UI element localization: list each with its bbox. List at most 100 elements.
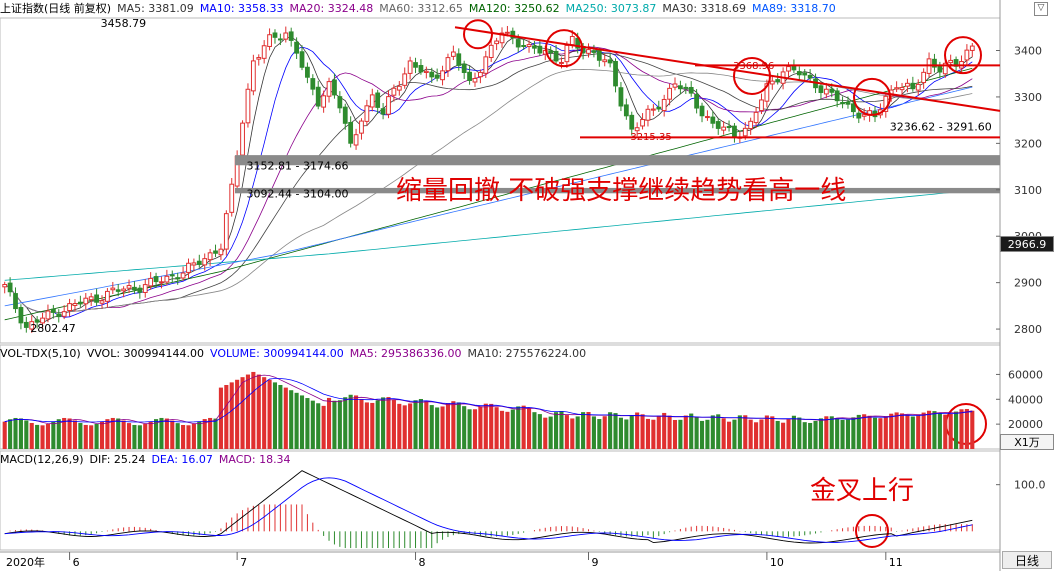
candle-body xyxy=(802,72,808,76)
ma120-line xyxy=(4,67,973,321)
volume-bar xyxy=(132,424,137,449)
candle-body xyxy=(434,74,440,79)
main-indicator-4: MA60: 3312.65 xyxy=(379,2,463,15)
volume-bar xyxy=(672,419,678,449)
volume-bar xyxy=(418,398,423,449)
volume-bar xyxy=(256,374,261,449)
volume-bar xyxy=(8,419,13,449)
volume-bar xyxy=(856,414,861,449)
candle-body xyxy=(483,56,489,74)
candle-body xyxy=(369,94,375,108)
candle-body xyxy=(305,66,310,78)
volume-bar xyxy=(375,400,380,449)
volume-bar xyxy=(110,417,115,449)
candle-body xyxy=(407,60,413,74)
candle-body xyxy=(461,63,467,74)
volume-bar xyxy=(608,412,613,449)
volume-bar xyxy=(878,418,883,449)
candle-body xyxy=(159,281,164,284)
volume-bar xyxy=(791,415,796,449)
x-tick-label-1: 6 xyxy=(73,556,80,569)
price-tick-label: 3300 xyxy=(1014,91,1042,104)
candle-body xyxy=(315,86,321,107)
candle-body xyxy=(472,77,478,83)
price-annotation-0: 3458.79 xyxy=(101,17,147,30)
candle-body xyxy=(921,71,927,84)
price-annotation-3: 3215.35 xyxy=(630,132,671,143)
main-indicator-7: MA30: 3318.69 xyxy=(662,2,747,15)
candle-body xyxy=(191,262,197,266)
volume-bar xyxy=(294,392,299,449)
volume-bar xyxy=(797,417,802,449)
volume-bar xyxy=(510,409,515,449)
volume-ma10-line xyxy=(4,378,973,423)
candle-body xyxy=(56,313,62,318)
volume-bar xyxy=(575,416,580,449)
volume-bar xyxy=(316,403,321,449)
volume-bar xyxy=(954,411,959,449)
candle-body xyxy=(629,114,635,130)
volume-bar xyxy=(337,400,342,449)
volume-bar xyxy=(808,422,813,449)
candle-body xyxy=(175,277,181,280)
volume-bar xyxy=(889,413,894,449)
candle-body xyxy=(548,50,554,54)
volume-bar xyxy=(932,411,937,449)
main-indicator-1: MA5: 3381.09 xyxy=(117,2,194,15)
volume-bar xyxy=(689,413,694,449)
volume-bar xyxy=(640,414,645,449)
volume-bar xyxy=(597,419,602,449)
volume-bar xyxy=(56,419,61,449)
candle-body xyxy=(213,250,218,254)
x-tick-label-0: 2020年 xyxy=(6,555,45,569)
volume-bar xyxy=(116,418,121,449)
candle-body xyxy=(294,41,299,54)
volume-bar xyxy=(554,412,559,449)
volume-bar xyxy=(818,418,823,449)
volume-bar xyxy=(478,406,483,449)
candle-body xyxy=(678,85,683,90)
highlight-circle-0 xyxy=(463,19,493,50)
volume-bar xyxy=(235,379,240,449)
volume-bar xyxy=(494,407,499,449)
volume-bar xyxy=(391,400,396,449)
candle-body xyxy=(856,112,862,119)
price-annotation-2: 3368.96 xyxy=(733,61,774,72)
candle-body xyxy=(672,83,678,88)
candle-body xyxy=(83,297,89,305)
candle-body xyxy=(840,101,845,105)
support-band-1 xyxy=(235,155,1000,166)
candle-body xyxy=(656,106,662,110)
candle-body xyxy=(34,319,40,323)
volume-bar xyxy=(159,417,164,449)
volume-bar xyxy=(781,422,786,449)
candle-body xyxy=(688,86,694,94)
volume-bar xyxy=(721,418,726,449)
candle-body xyxy=(721,126,727,131)
volume-bar xyxy=(343,397,348,449)
candle-body xyxy=(223,213,229,250)
candle-body xyxy=(456,53,462,66)
volume-header: VOL-TDX(5,10) VVOL: 300994144.00 VOLUME: 3… xyxy=(0,345,1000,363)
volume-bar xyxy=(332,400,337,449)
volume-bar xyxy=(532,412,537,449)
volume-tick-label: 60000 xyxy=(1008,368,1043,381)
candle-body xyxy=(964,49,970,61)
macd-indicator-3: MACD: 18.34 xyxy=(218,453,291,466)
volume-bar xyxy=(370,402,375,449)
candle-body xyxy=(537,45,543,54)
main-indicator-0: 上证指数(日线 前复权) xyxy=(0,2,112,15)
volume-bar xyxy=(208,417,213,449)
volume-bar xyxy=(937,413,942,449)
x-tick-label-3: 8 xyxy=(419,556,426,569)
candle-body xyxy=(640,119,645,127)
volume-bar xyxy=(462,406,467,449)
volume-bar xyxy=(705,419,710,449)
period-tab-daily[interactable]: 日线 xyxy=(1002,551,1052,569)
candle-body xyxy=(380,108,386,115)
candle-body xyxy=(683,86,689,89)
collapse-button[interactable]: ▽ xyxy=(1034,2,1048,16)
vol-indicator-2: VOLUME: 300994144.00 xyxy=(210,347,344,360)
volume-bar xyxy=(197,421,202,449)
candle-body xyxy=(532,45,537,49)
